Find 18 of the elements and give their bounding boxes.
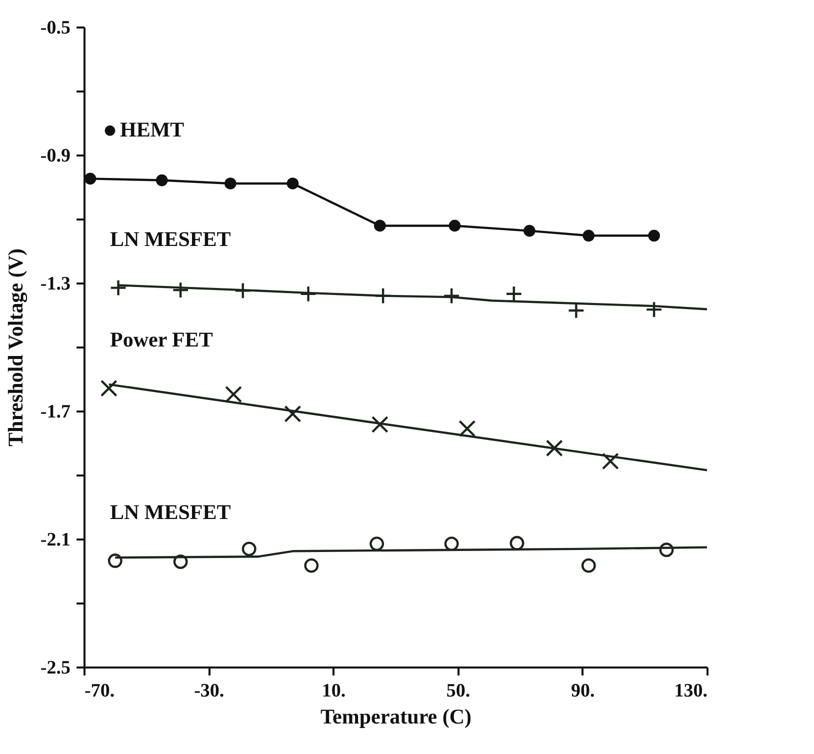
series-label: LN MESFET xyxy=(110,500,231,524)
y-tick-label: -0.5 xyxy=(40,18,70,38)
x-tick-label: 130. xyxy=(674,680,708,702)
x-tick-label: 90. xyxy=(571,680,595,702)
y-axis-title: Threshold Voltage (V) xyxy=(3,248,28,446)
y-tick-label: -1.7 xyxy=(40,402,71,422)
series-label: Power FET xyxy=(110,327,213,352)
y-tick-label: -2.5 xyxy=(40,658,70,678)
x-axis-title: Temperature (C) xyxy=(320,704,472,728)
legend-label: HEMT xyxy=(120,118,184,142)
x-tick-label: 10. xyxy=(322,680,346,702)
y-tick-label: -1.3 xyxy=(40,274,70,294)
x-tick-label: 50. xyxy=(446,680,470,702)
x-tick-label: -70. xyxy=(84,680,115,702)
series-label: LN MESFET xyxy=(110,226,231,251)
x-tick-label: -30. xyxy=(194,680,224,702)
y-tick-label: -0.9 xyxy=(40,146,70,166)
y-tick-label: -2.1 xyxy=(40,530,70,550)
